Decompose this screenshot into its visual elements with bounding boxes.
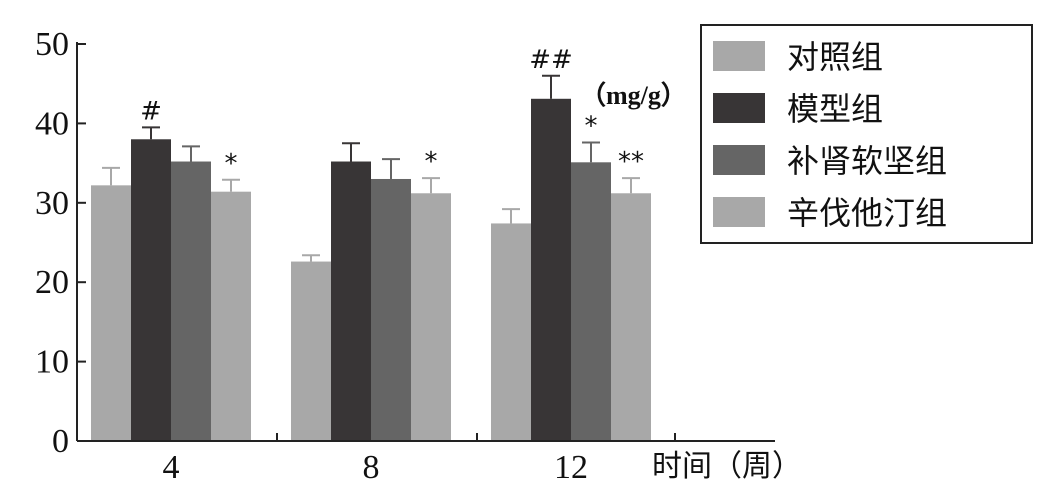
legend-swatch (713, 145, 765, 175)
legend-swatch (713, 93, 765, 123)
bar (491, 223, 531, 441)
significance-label: * (585, 111, 598, 141)
bar (171, 161, 211, 441)
y-tick-label: 50 (35, 26, 69, 63)
unit-label: （mg/g） (580, 81, 687, 110)
x-tick-label: 8 (363, 449, 380, 486)
significance-label: * (225, 149, 238, 179)
x-tick-label: 12 (554, 449, 588, 486)
axes-layer (76, 42, 775, 442)
x-axis-title: 时间（周） (652, 449, 802, 484)
y-tick-label: 0 (52, 423, 69, 460)
legend-label: 补肾软坚组 (787, 142, 947, 180)
significance-label: ## (529, 45, 573, 75)
y-tick-label: 10 (35, 344, 69, 381)
bar (531, 98, 571, 441)
legend-label: 对照组 (787, 38, 883, 76)
y-tick-label: 30 (35, 185, 69, 222)
legend-swatch (713, 197, 765, 227)
legend-swatch (713, 41, 765, 71)
significance-label: * (425, 147, 438, 177)
legend-label: 模型组 (787, 90, 883, 128)
legend-label: 辛伐他汀组 (787, 194, 947, 232)
bar (411, 193, 451, 441)
bar (331, 161, 371, 441)
bar (291, 261, 331, 441)
bar (131, 139, 171, 441)
bar (371, 178, 411, 442)
significance-label: ** (618, 147, 644, 177)
bar (611, 193, 651, 441)
y-tick-label: 40 (35, 105, 69, 142)
bars-layer (91, 74, 651, 442)
y-tick-label: 20 (35, 264, 69, 301)
bar (211, 191, 251, 441)
bar (91, 185, 131, 441)
x-tick-label: 4 (163, 449, 180, 486)
significance-label: # (140, 96, 162, 126)
bar (571, 162, 611, 441)
